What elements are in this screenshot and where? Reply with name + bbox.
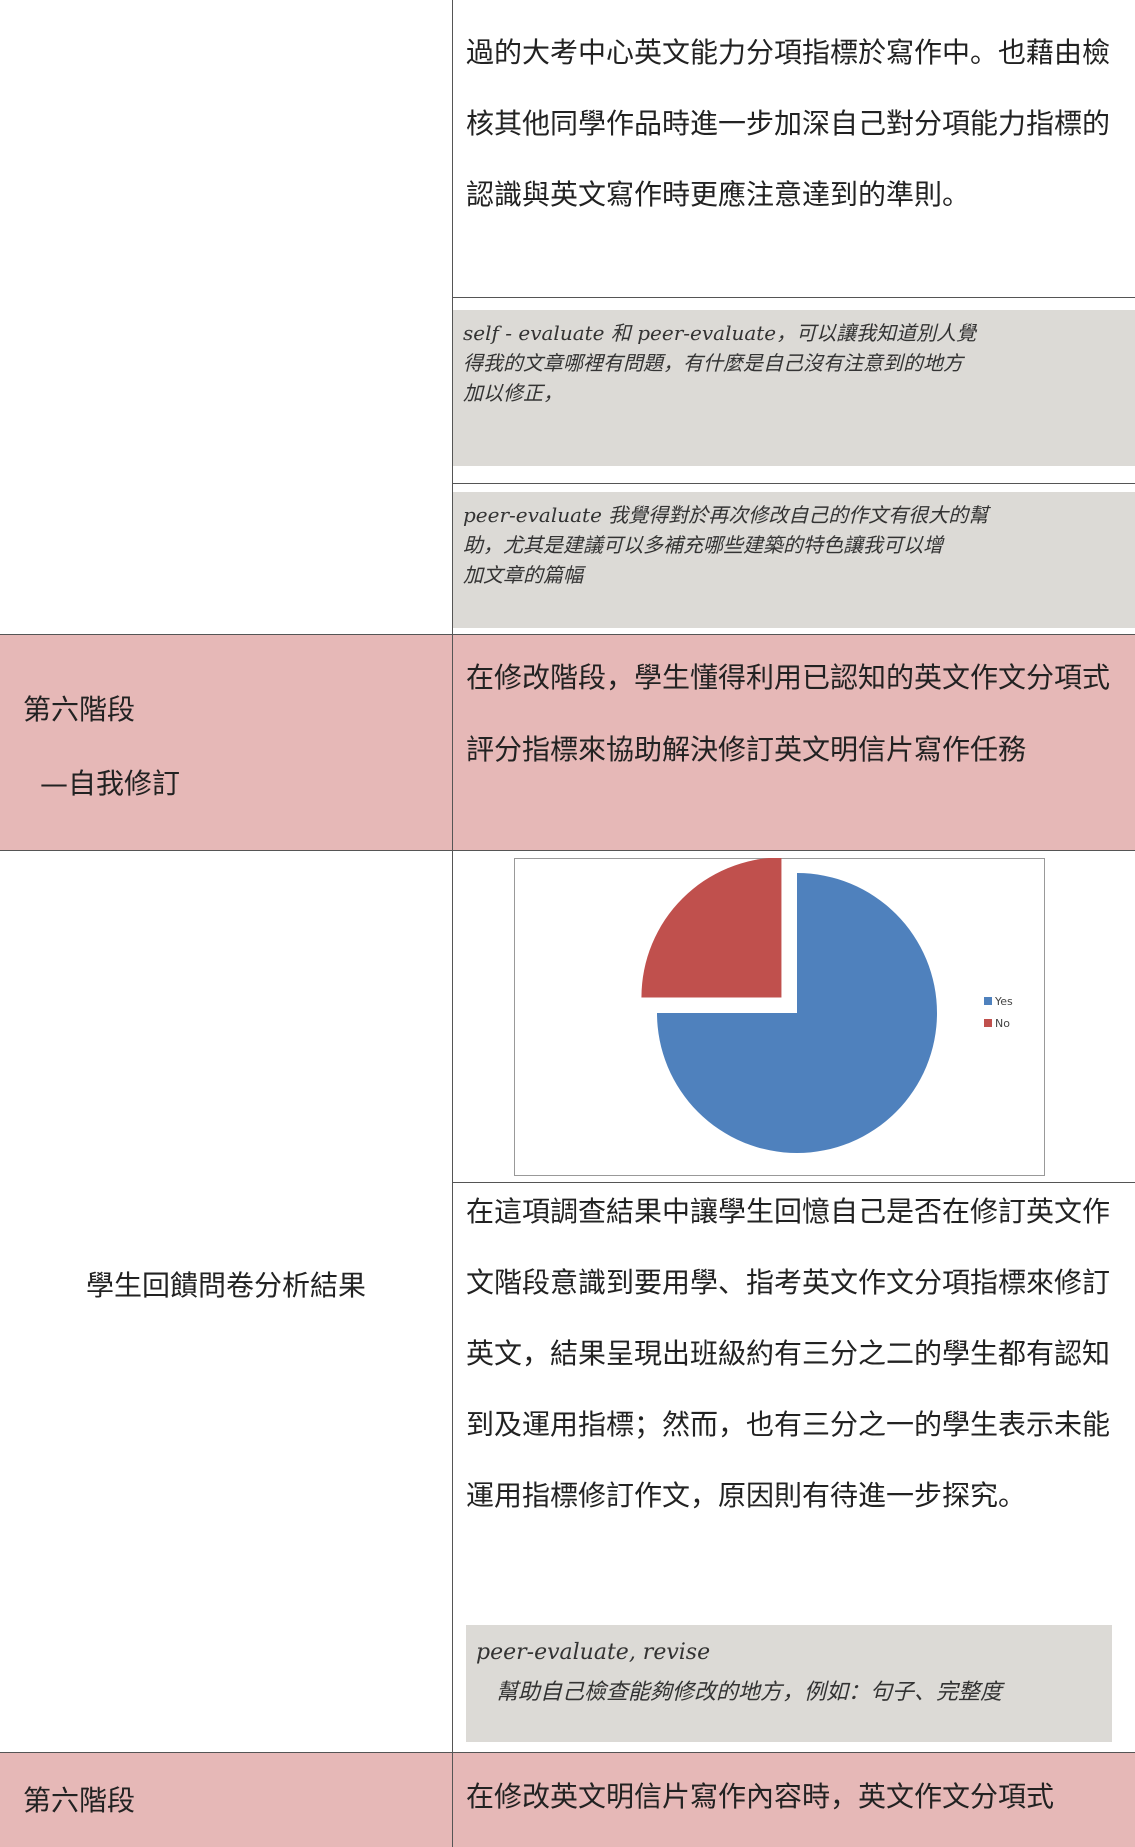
handwriting-line: 加文章的篇幅 (463, 560, 1125, 590)
handwriting-image: peer-evaluate 我覺得對於再次修改自己的作文有很大的幫 助，尤其是建… (453, 492, 1135, 628)
rule (0, 850, 1135, 851)
rule (452, 483, 1135, 484)
rule (0, 1752, 1135, 1753)
handwriting-line: 得我的文章哪裡有問題，有什麼是自己沒有注意到的地方 (463, 348, 1125, 378)
pie-chart: Yes No (514, 858, 1045, 1176)
column-rule (452, 0, 453, 1847)
legend-swatch (984, 997, 992, 1005)
rule (0, 634, 1135, 635)
handwriting-line: 幫助自己檢查能夠修改的地方，例如：句子、完整度 (476, 1673, 1102, 1713)
handwriting-image: self - evaluate 和 peer-evaluate，可以讓我知道別人… (453, 310, 1135, 466)
survey-label: 學生回饋問卷分析結果 (0, 1264, 452, 1304)
stage-title: 第六階段 (23, 1779, 135, 1819)
intro-text: 過的大考中心英文能力分項指標於寫作中。也藉由檢核其他同學作品時進一步加深自己對分… (466, 17, 1126, 230)
legend-label: No (995, 1017, 1010, 1030)
handwriting-line: 加以修正， (463, 378, 1125, 408)
handwriting-image: peer-evaluate, revise 幫助自己檢查能夠修改的地方，例如：句… (466, 1625, 1112, 1742)
rule (452, 297, 1135, 298)
survey-text: 在這項調查結果中讓學生回憶自己是否在修訂英文作文階段意識到要用學、指考英文作文分… (466, 1176, 1126, 1531)
handwriting-line: 助，尤其是建議可以多補充哪些建築的特色讓我可以增 (463, 530, 1125, 560)
stage-subtitle: —自我修訂 (40, 762, 180, 802)
handwriting-line: peer-evaluate, revise (476, 1633, 1102, 1673)
handwriting-line: self - evaluate 和 peer-evaluate，可以讓我知道別人… (463, 318, 1125, 348)
page: 過的大考中心英文能力分項指標於寫作中。也藉由檢核其他同學作品時進一步加深自己對分… (0, 0, 1135, 1847)
legend-swatch (984, 1019, 992, 1027)
stage-text: 在修改階段，學生懂得利用已認知的英文作文分項式評分指標來協助解決修訂英文明信片寫… (466, 642, 1126, 786)
stage-text: 在修改英文明信片寫作內容時，英文作文分項式 (466, 1761, 1126, 1832)
legend-label: Yes (994, 995, 1013, 1008)
handwriting-line: peer-evaluate 我覺得對於再次修改自己的作文有很大的幫 (463, 500, 1125, 530)
stage-title: 第六階段 (23, 688, 135, 728)
